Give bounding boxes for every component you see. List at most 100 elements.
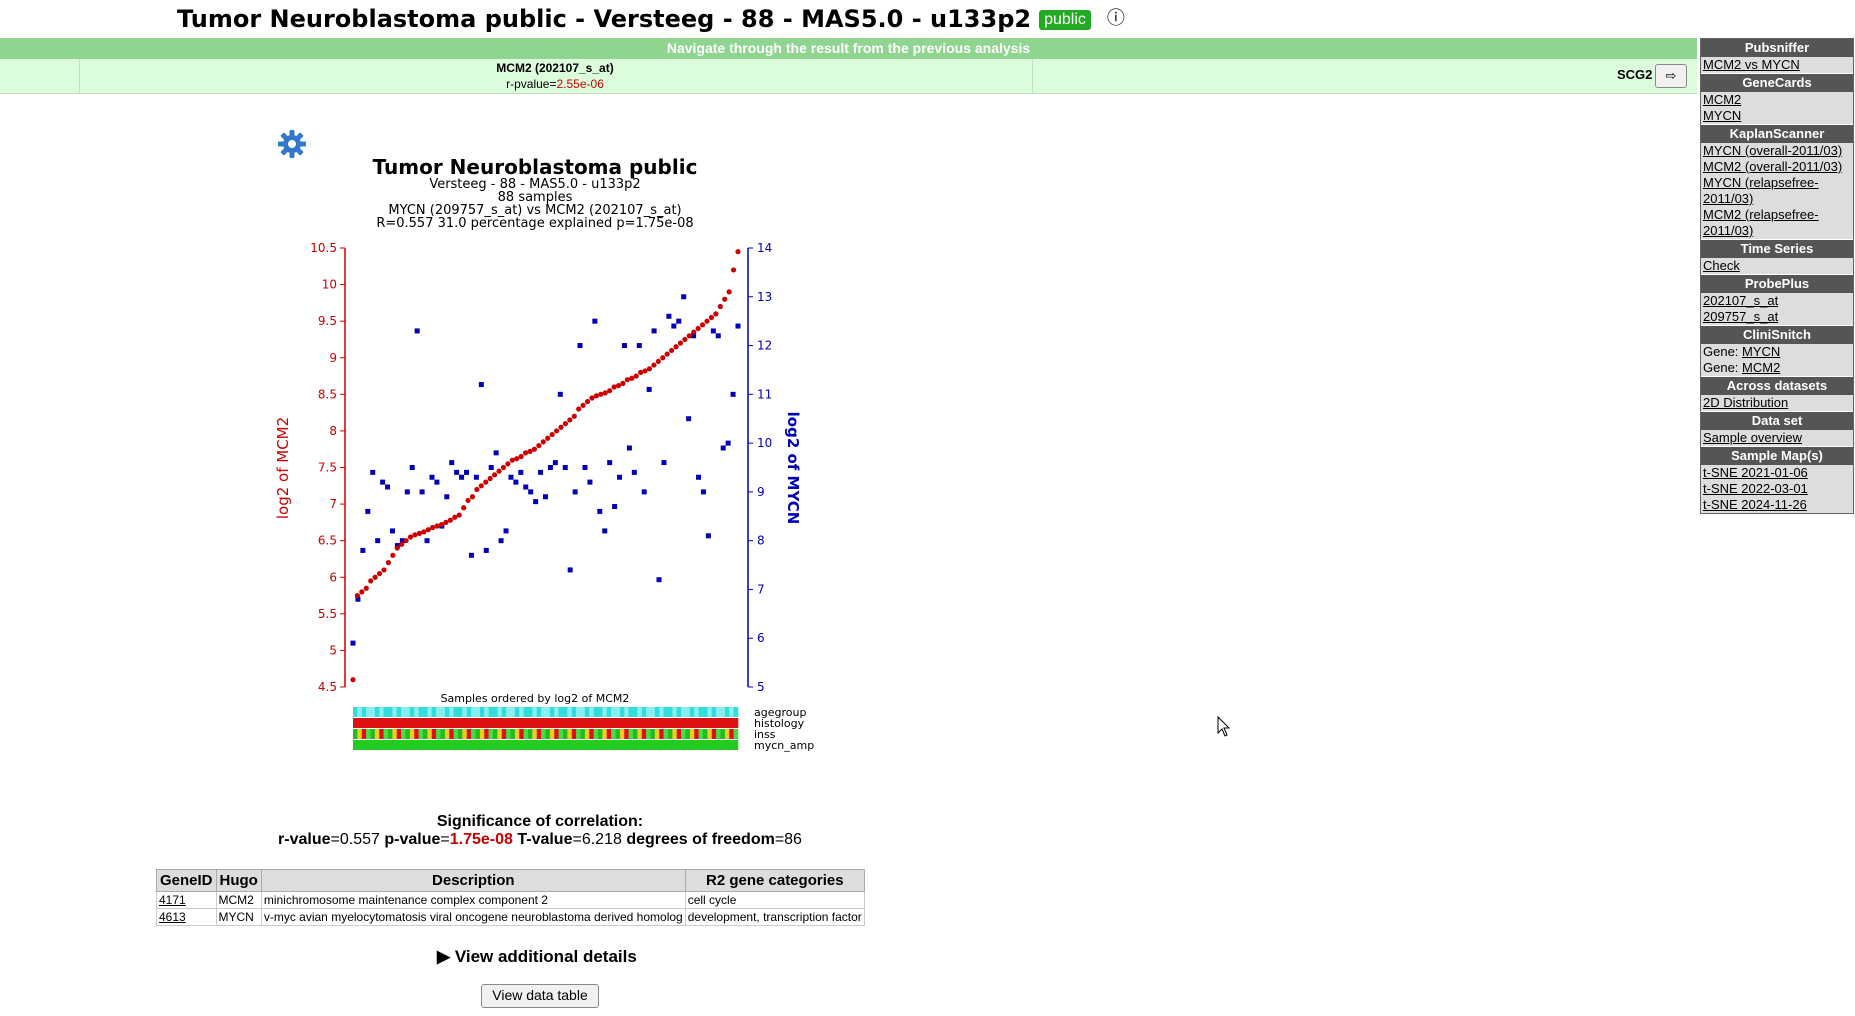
mcm2-point (611, 384, 617, 390)
mycn-point (651, 328, 657, 334)
sidebar-link[interactable]: t-SNE 2024-11-26 (1703, 497, 1807, 512)
sample-track-cell (729, 740, 734, 750)
mcm2-point (584, 399, 591, 405)
mycn-point (404, 489, 410, 495)
r-value: =0.557 (330, 831, 380, 848)
sample-track-cell (479, 707, 485, 717)
sample-track-cell (479, 729, 485, 739)
x-axis-label: Samples ordered by log2 of MCM2 (441, 692, 630, 705)
sample-track-cell (589, 729, 594, 739)
mcm2-point (713, 311, 719, 317)
right-tick-label: 13 (757, 290, 772, 304)
right-axis-label: log2 of MYCN (784, 412, 802, 525)
sidebar-link[interactable]: Check (1703, 258, 1740, 273)
sample-track-cell (388, 707, 393, 717)
sample-track-cell (475, 718, 481, 728)
nav-next-gene: SCG2 (1617, 67, 1653, 82)
sample-track-cell (427, 740, 433, 750)
sample-track-cell (593, 718, 599, 728)
sample-track-cell (523, 718, 529, 728)
sample-track-label: agegroup (754, 706, 806, 719)
view-data-table-button[interactable]: View data table (481, 984, 599, 1008)
sample-track-cell (528, 740, 533, 750)
sample-track-cell (436, 729, 441, 739)
gene-id-link[interactable]: 4171 (159, 893, 186, 907)
mcm2-point (416, 530, 422, 536)
sidebar-link[interactable]: MYCN (1703, 108, 1742, 123)
mcm2-point (390, 552, 396, 558)
left-tick-label: 4.5 (318, 680, 337, 694)
sample-track-cell (628, 729, 634, 739)
sidebar-link[interactable]: MYCN (relapsefree-2011/03) (1703, 175, 1819, 206)
left-tick-label: 5.5 (318, 607, 337, 621)
sample-track-cell (733, 707, 739, 717)
mycn-point (636, 343, 642, 349)
sample-track-cell (606, 729, 612, 739)
sample-track-cell (541, 718, 546, 728)
mycn-point (355, 596, 361, 602)
table-cell[interactable]: 4613 (156, 908, 217, 926)
sample-track-cell (628, 740, 634, 750)
sample-track-cell (541, 729, 546, 739)
sample-track-cell (598, 718, 603, 728)
sample-track-cell (681, 707, 686, 717)
sample-track-cell (506, 740, 511, 750)
sample-track-cell (528, 707, 533, 717)
sidebar-link[interactable]: MCM2 vs MYCN (1703, 57, 1800, 72)
sample-track-cell (497, 718, 503, 728)
sidebar-link[interactable]: MCM2 (relapsefree-2011/03) (1703, 207, 1819, 238)
sample-track-cell (431, 740, 437, 750)
sidebar-link[interactable]: MYCN (overall-2011/03) (1703, 143, 1843, 158)
sample-track-cell (532, 740, 538, 750)
sample-track-cell (409, 707, 415, 717)
sidebar-link[interactable]: 202107_s_at (1703, 293, 1779, 308)
sample-track-cell (724, 729, 730, 739)
nav-pvalue-value: 2.55e-06 (556, 77, 604, 91)
sidebar-item-label[interactable]: MCM2 (1742, 360, 1781, 375)
next-arrow-button[interactable]: ⇨ (1655, 64, 1687, 88)
sample-track-cell (497, 729, 503, 739)
sidebar-link[interactable]: 2D Distribution (1703, 395, 1789, 410)
table-cell[interactable]: 4171 (156, 891, 217, 909)
sample-track-cell (370, 740, 376, 750)
sample-track-cell (567, 718, 573, 728)
sidebar-link[interactable]: MCM2 (overall-2011/03) (1703, 159, 1843, 174)
mcm2-point (434, 523, 440, 529)
settings-gear-icon[interactable] (277, 129, 307, 159)
significance-heading: Significance of correlation: (436, 813, 644, 830)
sample-track-cell (440, 707, 446, 717)
sidebar-item[interactable]: Gene: MCM2 (1701, 360, 1853, 376)
sidebar-item[interactable]: Gene: MYCN (1701, 344, 1853, 360)
sample-track-cell (506, 729, 511, 739)
sidebar-item-label[interactable]: MYCN (1742, 344, 1781, 359)
mycn-point (730, 391, 736, 397)
info-icon[interactable]: ⓘ (1106, 8, 1125, 29)
sidebar-link[interactable]: MCM2 (1703, 92, 1742, 107)
sidebar-link[interactable]: t-SNE 2022-03-01 (1703, 481, 1808, 496)
sample-track-cell (396, 729, 402, 739)
sample-track-cell (484, 729, 489, 739)
sample-track-cell (615, 718, 621, 728)
sample-track-cell (694, 718, 699, 728)
sample-track-cell (493, 729, 498, 739)
sample-track-cell (619, 718, 625, 728)
mycn-point (607, 460, 613, 466)
mycn-point (582, 465, 588, 470)
sample-track-cell (423, 718, 428, 728)
sample-track-cell (405, 718, 411, 728)
mycn-point (414, 328, 420, 334)
sidebar-link[interactable]: t-SNE 2021-01-06 (1703, 465, 1808, 480)
mycn-point (671, 323, 677, 329)
view-details-toggle[interactable]: ▶ View additional details (437, 947, 637, 967)
right-tick-label: 12 (757, 339, 772, 353)
sample-track-cell (663, 707, 669, 717)
sample-track-cell (479, 718, 485, 728)
mcm2-point (474, 486, 480, 493)
gene-id-link[interactable]: 4613 (159, 910, 186, 924)
sidebar-link[interactable]: Sample overview (1703, 430, 1802, 445)
mycn-point (617, 474, 623, 480)
sample-track-cell (650, 729, 656, 739)
sample-track-cell (576, 740, 581, 750)
sidebar-link[interactable]: 209757_s_at (1703, 309, 1779, 324)
table-header: R2 gene categories (684, 869, 865, 892)
